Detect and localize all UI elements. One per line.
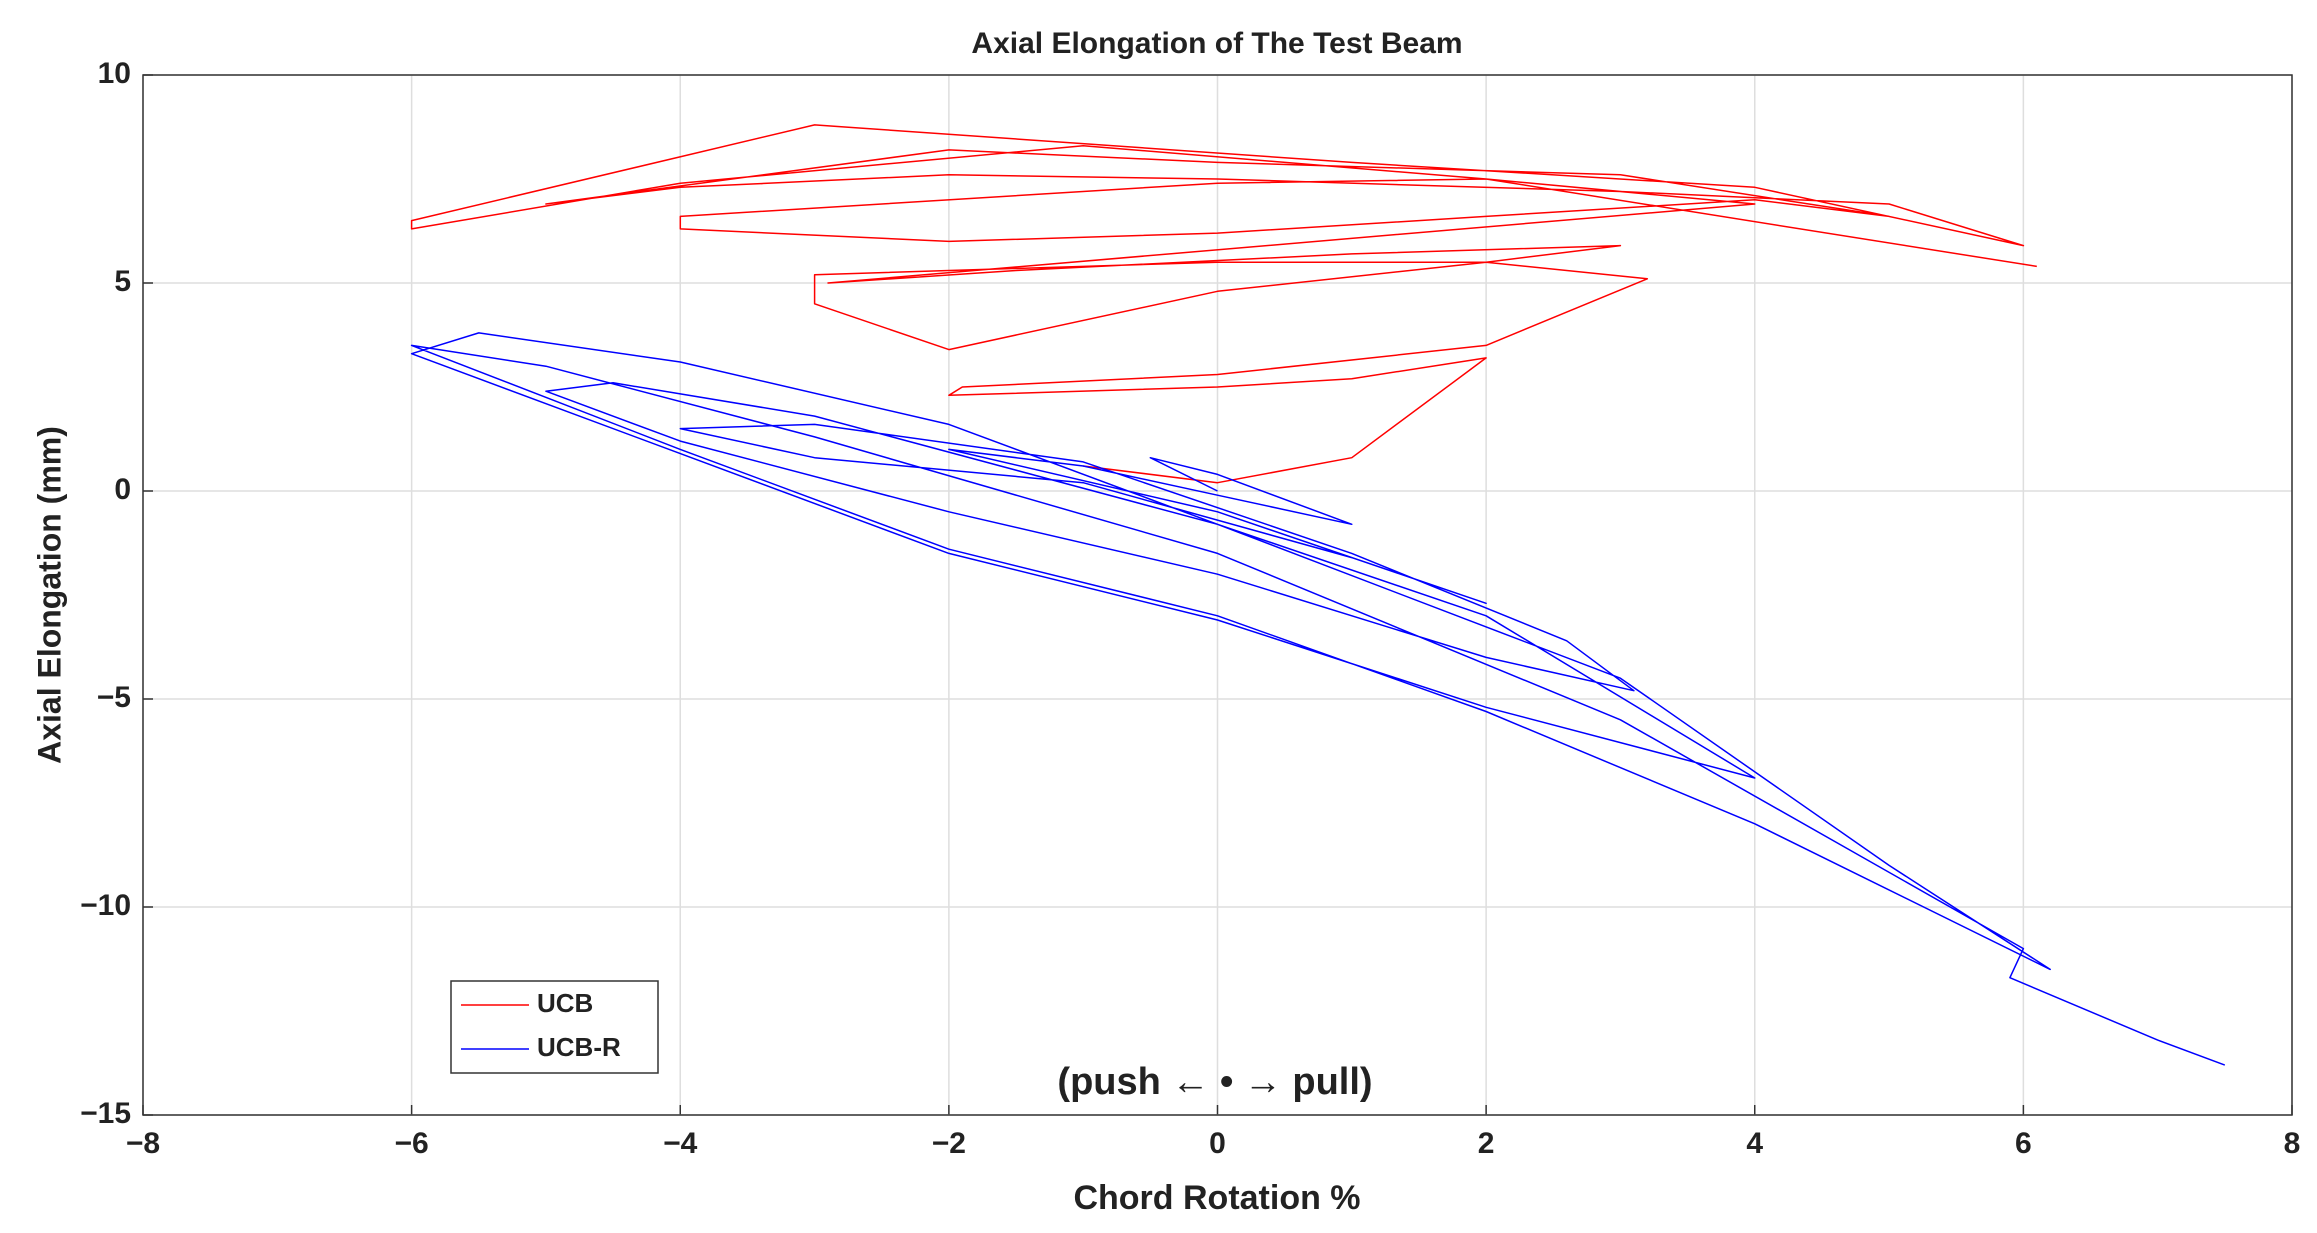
legend-label: UCB-R <box>537 1032 621 1062</box>
series-line <box>410 332 2226 1066</box>
y-tick-label: 0 <box>114 473 131 506</box>
y-tick-label: 5 <box>114 265 131 298</box>
series-line <box>410 124 2037 484</box>
chart-title: Axial Elongation of The Test Beam <box>971 27 1462 60</box>
x-tick-label: 0 <box>1209 1127 1226 1160</box>
plot-frame <box>142 74 2293 1116</box>
y-tick-label: 10 <box>98 57 131 90</box>
x-tick-label: 6 <box>2015 1127 2032 1160</box>
y-axis-label: Axial Elongation (mm) <box>31 426 67 764</box>
x-tick-label: −8 <box>126 1127 160 1160</box>
x-tick-label: −2 <box>932 1127 966 1160</box>
x-tick-label: 2 <box>1478 1127 1495 1160</box>
y-tick-label: −10 <box>80 889 131 922</box>
legend-label: UCB <box>537 988 593 1018</box>
annotation: (push ← • → pull) <box>1057 1061 1372 1103</box>
x-tick-label: −6 <box>395 1127 429 1160</box>
legend-box <box>450 980 659 1074</box>
x-tick-label: 4 <box>1746 1127 1763 1160</box>
y-tick-label: −15 <box>80 1097 131 1130</box>
x-axis-label: Chord Rotation % <box>1073 1179 1360 1217</box>
x-tick-label: 8 <box>2284 1127 2301 1160</box>
y-tick-label: −5 <box>97 681 131 714</box>
x-tick-label: −4 <box>663 1127 698 1160</box>
